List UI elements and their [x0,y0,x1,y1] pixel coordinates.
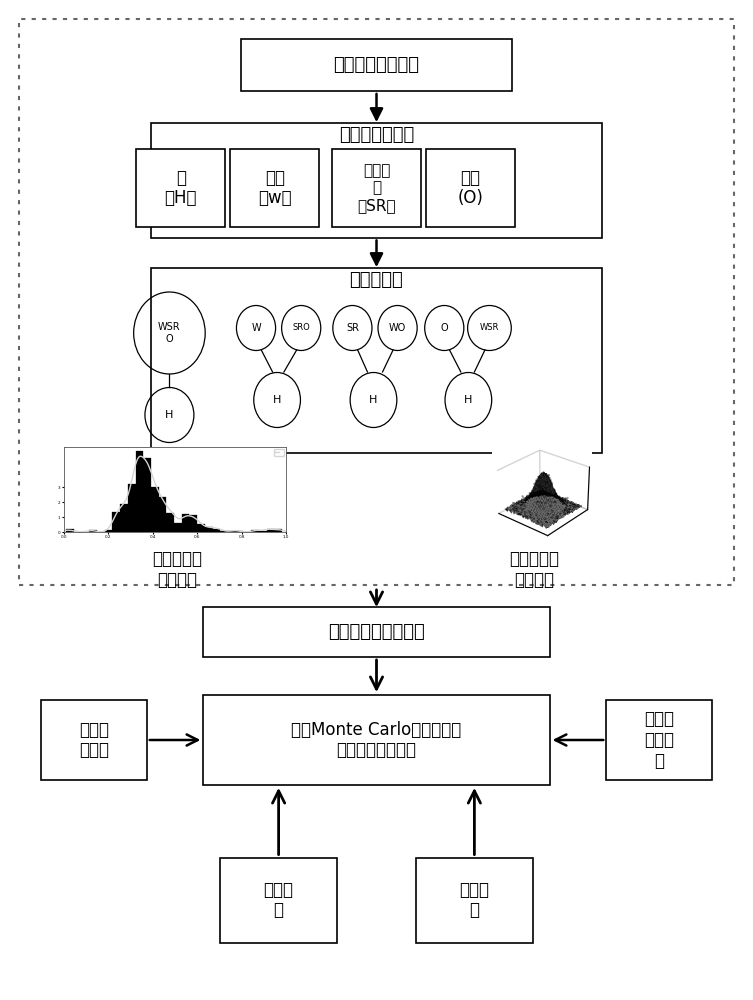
Text: 充电时
长: 充电时 长 [459,881,489,919]
Bar [66,529,74,532]
Text: H: H [369,395,378,405]
Bar [203,695,550,785]
Bar [19,19,734,585]
Text: W: W [252,323,261,333]
Text: 其他
(O): 其他 (O) [458,169,483,207]
Bar [112,512,120,532]
Text: 出行链结构: 出行链结构 [349,271,404,289]
Legend:  [274,449,284,456]
Bar [259,531,267,532]
Bar [205,527,212,532]
Bar [236,531,243,532]
Bar [151,267,602,452]
Bar [41,700,147,780]
Text: 出行链时间
特性分析: 出行链时间 特性分析 [152,550,202,589]
Bar [143,458,151,532]
Bar [203,607,550,657]
Bar [90,530,97,532]
Text: SRO: SRO [292,324,310,332]
Bar [274,529,282,532]
Bar [267,529,274,532]
Bar [606,700,712,780]
Bar [220,857,337,942]
Text: 工作
（w）: 工作 （w） [258,169,291,207]
Bar [221,531,228,532]
Bar [426,149,515,227]
Text: WSR
O: WSR O [158,322,181,344]
Text: O: O [441,323,448,333]
Text: H: H [273,395,282,405]
Text: 家
（H）: 家 （H） [164,169,197,207]
Text: SR: SR [346,323,359,333]
Text: H: H [464,395,473,405]
Text: 充电功
率及效
率: 充电功 率及效 率 [644,710,674,770]
Bar [151,122,602,237]
Bar [120,504,128,532]
Text: WO: WO [389,323,406,333]
Text: 充电条
件: 充电条 件 [264,881,294,919]
Text: 基于Monte Carlo模拟的电动
汽车充电负荷计算: 基于Monte Carlo模拟的电动 汽车充电负荷计算 [291,721,462,759]
Bar [128,484,136,532]
Text: 每公里
耗电量: 每公里 耗电量 [79,721,109,759]
Bar [197,524,205,532]
Text: 出行目的地分类: 出行目的地分类 [339,126,414,144]
Text: WSR: WSR [480,324,499,332]
Text: 社交娱
乐
（SR）: 社交娱 乐 （SR） [357,163,396,213]
Bar [159,497,166,532]
Bar [105,530,112,532]
Text: 出行链空间
特性分析: 出行链空间 特性分析 [510,550,559,589]
Bar [252,530,259,532]
Bar [332,149,421,227]
Bar [212,529,221,532]
Bar [241,39,512,91]
Bar [174,523,181,532]
Bar [166,513,174,532]
Bar [181,514,190,532]
Bar [416,857,532,942]
Text: 车辆一天内时空分布: 车辆一天内时空分布 [328,623,425,641]
Bar [190,515,197,532]
Bar [230,149,319,227]
Text: 居民出行调研分析: 居民出行调研分析 [334,56,419,74]
Text: H: H [165,410,174,420]
Bar [136,149,225,227]
Bar [136,451,143,532]
Bar [151,487,159,532]
Bar [228,531,236,532]
